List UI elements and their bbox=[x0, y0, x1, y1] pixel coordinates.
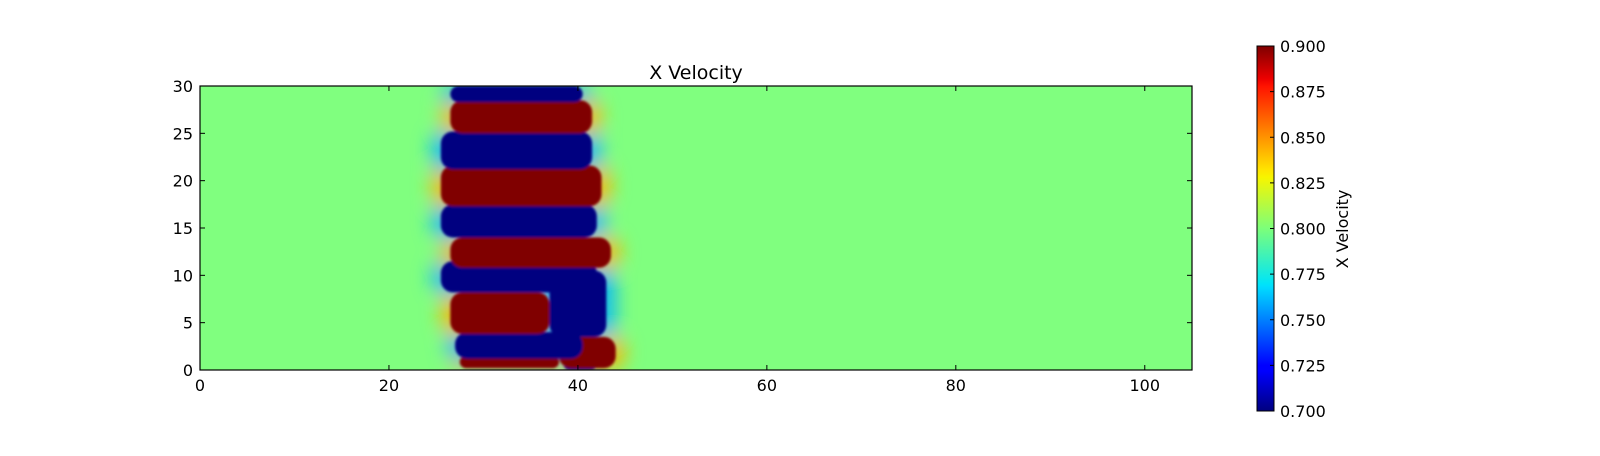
band-10 bbox=[440, 131, 593, 170]
band-8 bbox=[440, 204, 597, 238]
colorbar-ticks: 0.700 0.725 0.750 0.775 0.800 0.825 0.850 0.875… bbox=[1270, 37, 1326, 421]
colorbar-tick-label: 0.875 bbox=[1280, 83, 1326, 102]
colorbar-tick-label: 0.850 bbox=[1280, 128, 1326, 147]
band-4 bbox=[450, 292, 550, 335]
band-3 bbox=[455, 332, 583, 359]
band-9 bbox=[440, 165, 602, 207]
x-tick-label: 20 bbox=[379, 376, 399, 395]
colorbar-tick-label: 0.825 bbox=[1280, 174, 1326, 193]
colorbar-tick-label: 0.725 bbox=[1280, 356, 1326, 375]
colorbar-tick-label: 0.900 bbox=[1280, 37, 1326, 56]
y-tick-label: 30 bbox=[173, 77, 193, 96]
y-tick-label: 5 bbox=[183, 314, 193, 333]
colorbar-label: X Velocity bbox=[1333, 190, 1352, 269]
x-tick-label: 0 bbox=[195, 376, 205, 395]
x-tick-label: 80 bbox=[946, 376, 966, 395]
y-tick-label: 0 bbox=[183, 361, 193, 380]
heatmap-field bbox=[200, 86, 1192, 370]
x-tick-label: 100 bbox=[1129, 376, 1160, 395]
heatmap-background bbox=[200, 86, 1192, 370]
band-6 bbox=[440, 261, 597, 293]
colorbar-tick-label: 0.800 bbox=[1280, 220, 1326, 239]
band-1 bbox=[459, 355, 560, 369]
y-tick-label: 15 bbox=[173, 219, 193, 238]
band-11 bbox=[450, 100, 593, 134]
band-12 bbox=[450, 86, 583, 103]
y-tick-label: 10 bbox=[173, 266, 193, 285]
band-7 bbox=[450, 237, 611, 268]
y-axis-ticks: 0 5 10 15 20 25 30 bbox=[173, 77, 1192, 380]
x-tick-label: 60 bbox=[757, 376, 777, 395]
colorbar-tick-label: 0.775 bbox=[1280, 265, 1326, 284]
colorbar-tick-label: 0.700 bbox=[1280, 402, 1326, 421]
colorbar-tick-label: 0.750 bbox=[1280, 311, 1326, 330]
x-tick-label: 40 bbox=[568, 376, 588, 395]
band-cores bbox=[440, 86, 616, 370]
chart-title: X Velocity bbox=[649, 62, 743, 84]
x-axis-ticks: 0 20 40 60 80 100 bbox=[195, 86, 1160, 395]
y-tick-label: 20 bbox=[173, 172, 193, 191]
y-tick-label: 25 bbox=[173, 124, 193, 143]
